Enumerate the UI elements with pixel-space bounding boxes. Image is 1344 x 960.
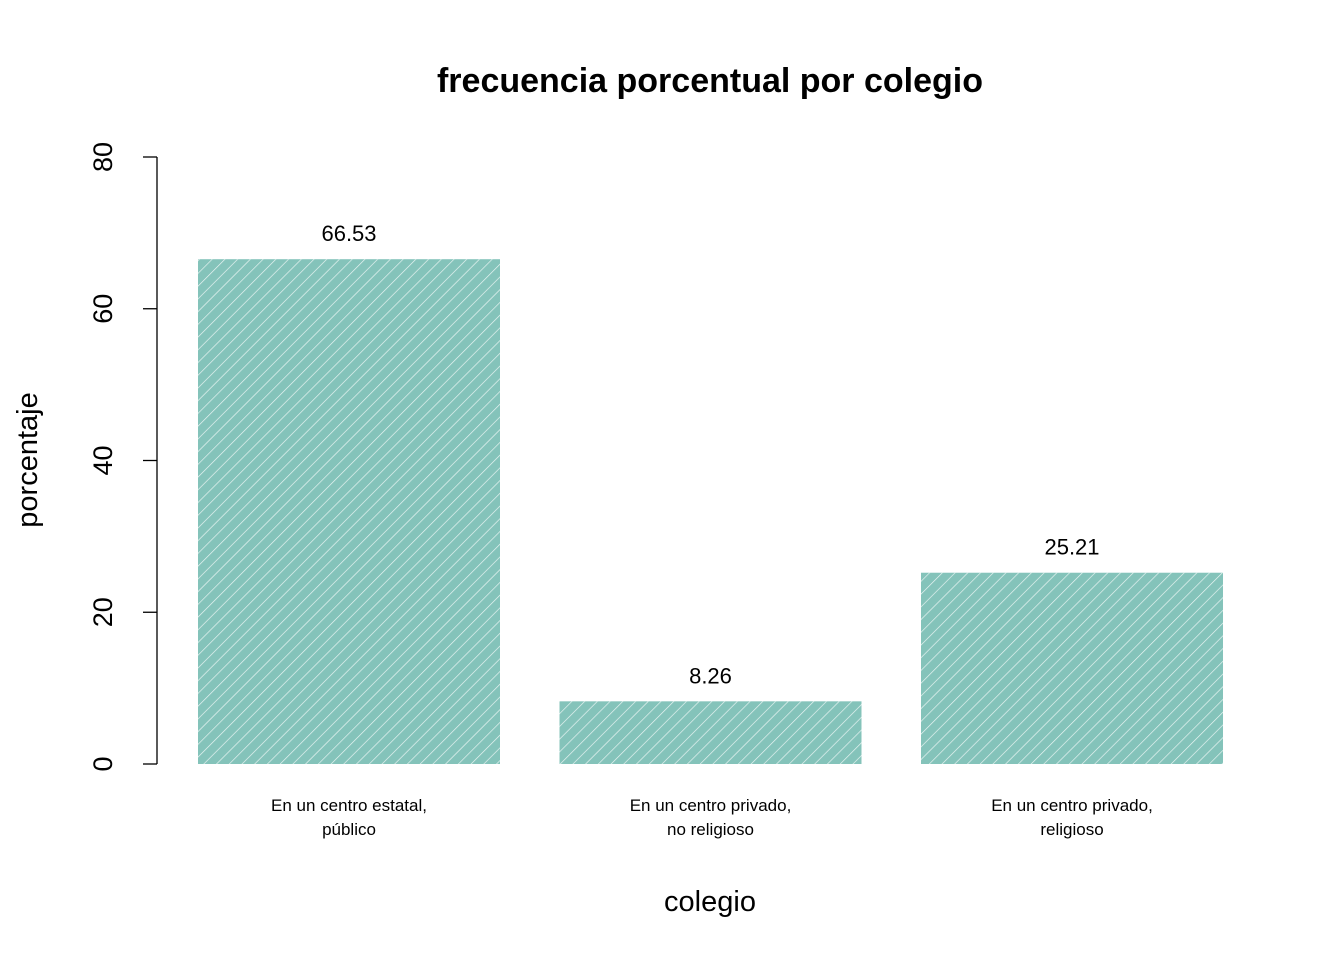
value-labels-group: 66.53 8.26 25.21 bbox=[321, 221, 1099, 688]
category-label: En un centro privado, bbox=[991, 796, 1153, 815]
bar-value-label: 8.26 bbox=[689, 663, 732, 688]
y-tick-label: 80 bbox=[88, 142, 118, 172]
y-tick-label: 40 bbox=[88, 445, 118, 475]
category-labels-group: En un centro estatal, público En un centro… bbox=[271, 796, 1153, 839]
y-tick-label: 60 bbox=[88, 294, 118, 324]
bar bbox=[921, 572, 1223, 764]
y-tick-label: 20 bbox=[88, 597, 118, 627]
category-label: En un centro estatal, bbox=[271, 796, 427, 815]
bars-group bbox=[198, 259, 1223, 764]
bar bbox=[198, 259, 500, 764]
bar bbox=[559, 701, 862, 764]
category-label: En un centro privado, bbox=[630, 796, 792, 815]
x-axis-label: colegio bbox=[664, 886, 756, 918]
category-label: no religioso bbox=[667, 820, 754, 839]
bar-value-label: 25.21 bbox=[1044, 535, 1099, 560]
bar-hatch bbox=[559, 701, 862, 764]
y-axis-label: porcentaje bbox=[12, 392, 44, 527]
y-axis: 0 20 40 60 80 bbox=[88, 142, 158, 772]
bar-value-label: 66.53 bbox=[321, 221, 376, 246]
category-label: público bbox=[322, 820, 376, 839]
y-tick-label: 0 bbox=[88, 756, 118, 771]
bar-hatch bbox=[198, 259, 500, 764]
bar-hatch bbox=[921, 572, 1223, 764]
category-label: religioso bbox=[1040, 820, 1103, 839]
chart-title: frecuencia porcentual por colegio bbox=[437, 62, 983, 100]
